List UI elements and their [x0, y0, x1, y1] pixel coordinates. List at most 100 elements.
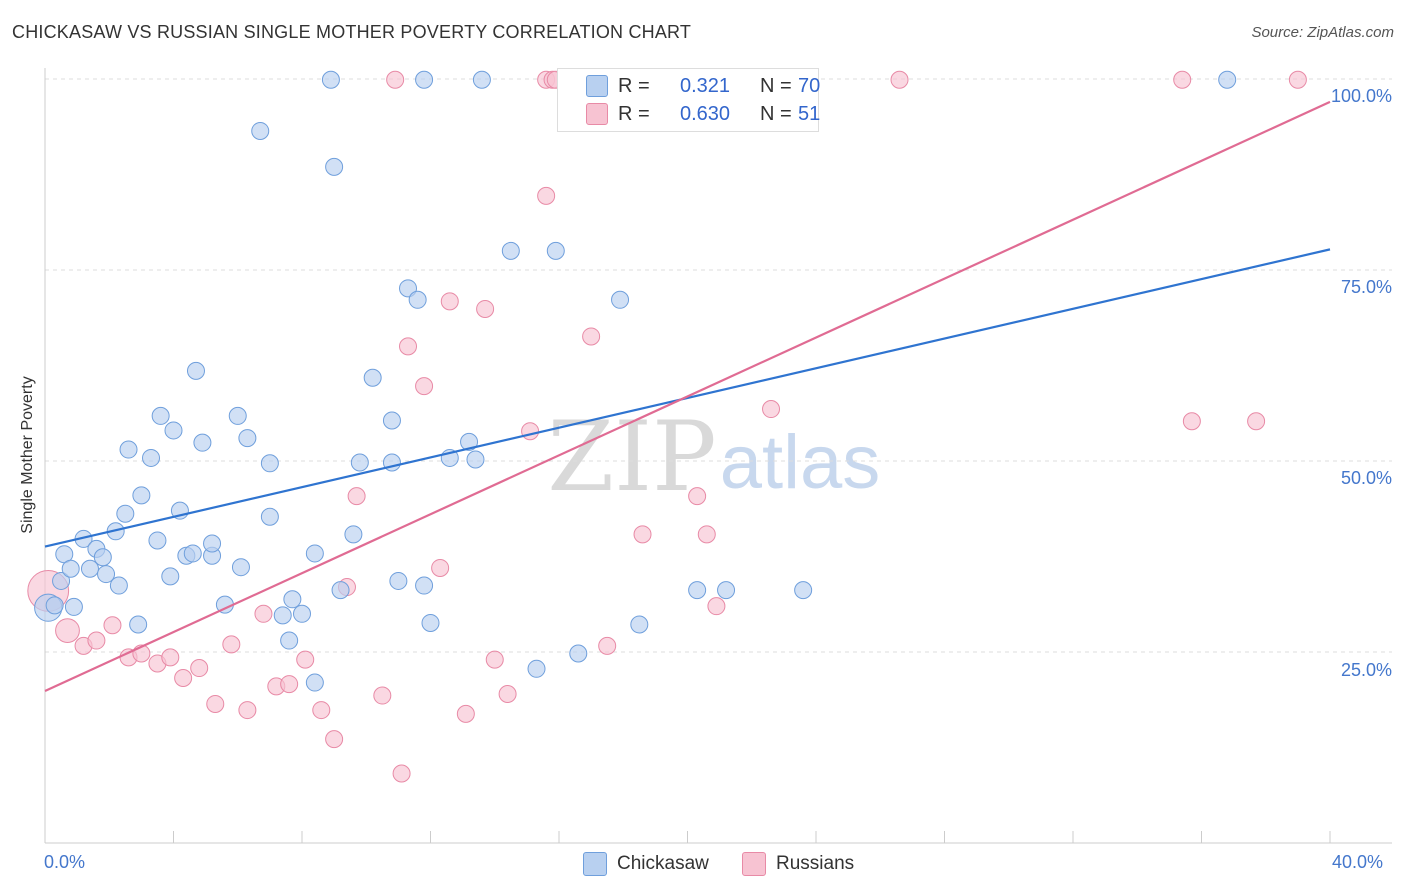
point-russians: [890, 70, 909, 89]
trend-line-russians: [44, 100, 1331, 692]
point-russians: [87, 631, 106, 650]
y-tick-label: 75.0%: [1340, 277, 1392, 297]
point-russians: [190, 659, 209, 678]
point-russians: [280, 675, 299, 694]
point-russians: [392, 764, 411, 783]
bottom-legend-russians: Russians: [742, 852, 854, 876]
point-chickasaw: [325, 157, 344, 176]
correlation-legend: R = 0.321 N = 70 R = 0.630 N = 51: [557, 68, 821, 132]
point-chickasaw: [1218, 70, 1237, 89]
point-chickasaw: [231, 558, 250, 577]
point-chickasaw: [64, 597, 83, 616]
point-chickasaw: [688, 581, 707, 600]
point-russians: [296, 650, 315, 669]
legend-n-label: N =: [760, 74, 792, 97]
point-russians: [456, 704, 475, 723]
legend-label-russians: Russians: [776, 853, 855, 874]
point-russians: [1247, 412, 1266, 431]
point-chickasaw: [116, 504, 135, 523]
point-chickasaw: [415, 576, 434, 595]
point-chickasaw: [109, 576, 128, 595]
point-chickasaw: [238, 429, 257, 448]
point-russians: [598, 636, 617, 655]
point-russians: [762, 400, 781, 419]
point-chickasaw: [183, 544, 202, 563]
point-russians: [485, 650, 504, 669]
point-chickasaw: [389, 571, 408, 590]
legend-swatch-russians: [742, 852, 766, 876]
point-chickasaw: [546, 241, 565, 260]
legend-label-chickasaw: Chickasaw: [617, 853, 709, 874]
watermark-atlas: atlas: [720, 420, 881, 505]
point-chickasaw: [611, 290, 630, 309]
point-chickasaw: [203, 534, 222, 553]
point-chickasaw: [93, 548, 112, 567]
point-chickasaw: [142, 448, 161, 467]
chart-title: CHICKASAW VS RUSSIAN SINGLE MOTHER POVER…: [12, 22, 692, 42]
point-russians: [707, 597, 726, 616]
point-russians: [399, 337, 418, 356]
point-chickasaw: [193, 433, 212, 452]
point-russians: [582, 327, 601, 346]
point-chickasaw: [794, 581, 813, 600]
point-russians: [633, 525, 652, 544]
source-label: Source: ZipAtlas.com: [1251, 24, 1394, 41]
point-russians: [325, 730, 344, 749]
legend-n-label: N =: [760, 102, 792, 125]
point-chickasaw: [45, 596, 64, 615]
point-chickasaw: [305, 544, 324, 563]
point-chickasaw: [630, 615, 649, 634]
point-chickasaw: [344, 525, 363, 544]
point-chickasaw: [421, 613, 440, 632]
point-chickasaw: [460, 432, 479, 451]
point-chickasaw: [228, 406, 247, 425]
y-tick-label: 50.0%: [1340, 468, 1392, 488]
point-russians: [386, 70, 405, 89]
point-russians: [688, 487, 707, 506]
point-russians: [1288, 70, 1307, 89]
point-chickasaw: [132, 486, 151, 505]
point-chickasaw: [164, 421, 183, 440]
legend-r-label: R =: [618, 74, 650, 97]
point-chickasaw: [186, 361, 205, 380]
legend-n-value: 51: [798, 102, 821, 125]
point-chickasaw: [527, 659, 546, 678]
point-russians: [347, 487, 366, 506]
point-chickasaw: [61, 559, 80, 578]
point-chickasaw: [466, 450, 485, 469]
point-chickasaw: [280, 631, 299, 650]
point-chickasaw: [305, 673, 324, 692]
point-chickasaw: [472, 70, 491, 89]
point-russians: [521, 422, 540, 441]
point-chickasaw: [251, 121, 270, 140]
point-chickasaw: [363, 368, 382, 387]
point-chickasaw: [717, 581, 736, 600]
point-russians: [1182, 412, 1201, 431]
point-chickasaw: [382, 411, 401, 430]
point-chickasaw: [148, 531, 167, 550]
legend-n-value: 70: [798, 74, 821, 97]
x-tick-label: 0.0%: [44, 852, 86, 872]
point-chickasaw: [331, 581, 350, 600]
x-tick-label: 40.0%: [1332, 852, 1384, 872]
point-chickasaw: [273, 606, 292, 625]
point-russians: [312, 701, 331, 720]
point-russians: [537, 186, 556, 205]
point-russians: [161, 648, 180, 667]
point-chickasaw: [129, 615, 148, 634]
point-chickasaw: [501, 241, 520, 260]
point-chickasaw: [80, 559, 99, 578]
point-russians: [415, 377, 434, 396]
trend-lines: [44, 100, 1331, 692]
point-chickasaw: [97, 565, 116, 584]
legend-swatch-russians: [586, 103, 608, 125]
point-chickasaw: [260, 454, 279, 473]
legend-r-value: 0.630: [680, 102, 731, 125]
point-chickasaw: [151, 406, 170, 425]
axes: [44, 68, 1392, 844]
point-chickasaw: [260, 507, 279, 526]
point-russians: [103, 616, 122, 635]
point-russians: [440, 292, 459, 311]
point-chickasaw: [119, 440, 138, 459]
point-chickasaw: [569, 644, 588, 663]
